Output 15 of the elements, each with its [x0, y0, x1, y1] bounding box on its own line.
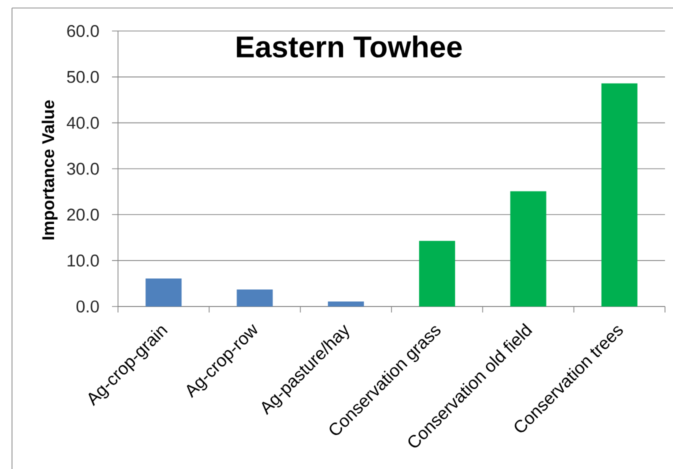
bar: [146, 278, 182, 306]
bar: [419, 240, 456, 306]
y-tick-label: 10.0: [68, 254, 99, 267]
y-tick-label: 20.0: [67, 208, 99, 221]
y-tick-label: 50.0: [67, 70, 99, 83]
y-tick-label: 40.0: [66, 116, 99, 129]
bar: [510, 191, 546, 306]
bar: [236, 290, 273, 306]
y-tick-label: 30.0: [67, 162, 99, 175]
bar: [328, 301, 364, 306]
bar: [601, 83, 638, 306]
y-tick-label: 60.0: [67, 24, 99, 38]
chart-title: Eastern Towhee: [236, 35, 462, 58]
y-axis-title: Importance Value: [42, 100, 58, 240]
y-tick-label: 0.0: [76, 300, 99, 313]
